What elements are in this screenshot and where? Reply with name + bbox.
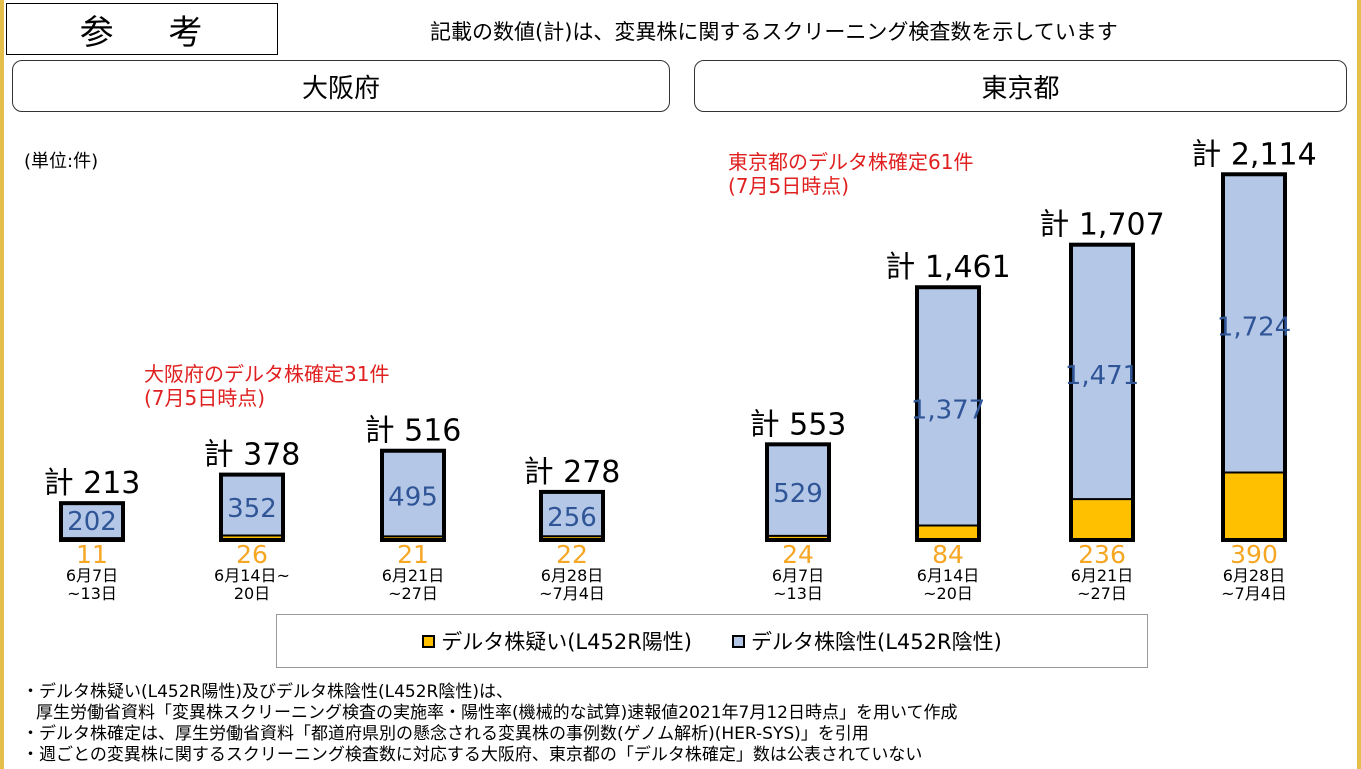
label-negative-osaka-4: 256 <box>547 503 597 533</box>
legend-swatch-negative <box>732 634 745 648</box>
bar-negative-osaka-1 <box>61 503 123 539</box>
category-label-tokyo-2-line2: ~20日 <box>923 584 973 603</box>
label-total-osaka-3: 計 516 <box>365 414 462 449</box>
bar-negative-osaka-2 <box>221 474 283 536</box>
label-positive-osaka-1: 11 <box>76 540 108 569</box>
label-positive-osaka-2: 26 <box>236 540 268 569</box>
legend-swatch-positive <box>422 634 436 648</box>
bar-outline-osaka-2 <box>219 472 285 542</box>
osaka-delta-annotation: 大阪府のデルタ株確定31件 (7月5日時点) <box>144 362 389 410</box>
bar-negative-tokyo-4 <box>1223 174 1285 473</box>
osaka-annotation-line2: (7月5日時点) <box>144 386 266 410</box>
tokyo-annotation-line1: 東京都のデルタ株確定61件 <box>728 150 974 174</box>
region-header-osaka: 大阪府 <box>12 60 670 112</box>
label-total-tokyo-2: 計 1,461 <box>885 250 1010 285</box>
label-positive-tokyo-3: 236 <box>1078 540 1126 569</box>
footnote-2: 厚生労働省資料「変異株スクリーニング検査の実施率・陽性率(機械的な試算)速報値2… <box>36 703 958 723</box>
category-label-osaka-2-line1: 6月14日~ <box>214 566 290 585</box>
footnote-1: ・デルタ株疑い(L452R陽性)及びデルタ株陰性(L452R陰性)は、 <box>22 682 513 702</box>
label-total-osaka-4: 計 278 <box>524 455 621 490</box>
label-positive-tokyo-4: 390 <box>1230 540 1278 569</box>
label-total-osaka-2: 計 378 <box>204 438 301 473</box>
tokyo-delta-annotation: 東京都のデルタ株確定61件 (7月5日時点) <box>728 150 973 198</box>
category-label-osaka-4-line1: 6月28日 <box>541 566 604 585</box>
label-total-tokyo-1: 計 553 <box>750 407 847 442</box>
label-negative-tokyo-1: 529 <box>773 479 823 509</box>
bar-positive-tokyo-1 <box>767 535 829 540</box>
category-label-osaka-2-line2: 20日 <box>234 584 270 603</box>
category-label-tokyo-4-line1: 6月28日 <box>1223 566 1286 585</box>
legend-item-positive: デルタ株疑い(L452R陽性) <box>422 626 692 656</box>
label-positive-tokyo-1: 24 <box>782 540 814 569</box>
legend-label-negative: デルタ株陰性(L452R陰性) <box>751 630 1002 654</box>
bar-negative-tokyo-1 <box>767 444 829 536</box>
reference-title: 参 考 <box>6 3 278 55</box>
label-negative-tokyo-3: 1,471 <box>1065 361 1139 391</box>
right-edge-stripe <box>1357 0 1361 769</box>
category-label-tokyo-3-line1: 6月21日 <box>1071 566 1134 585</box>
bar-outline-osaka-1 <box>59 501 125 542</box>
footnotes: ・デルタ株疑い(L452R陽性)及びデルタ株陰性(L452R陰性)は、 厚生労働… <box>22 682 957 766</box>
unit-label: (単位:件) <box>24 151 99 172</box>
footnote-3: ・デルタ株確定は、厚生労働省資料「都道府県別の懸念される変異株の事例数(ゲノム解… <box>22 724 869 744</box>
label-negative-tokyo-4: 1,724 <box>1217 312 1291 342</box>
label-negative-osaka-1: 202 <box>67 507 117 537</box>
bar-negative-tokyo-2 <box>917 287 979 526</box>
label-total-tokyo-4: 計 2,114 <box>1191 137 1316 172</box>
label-positive-osaka-4: 22 <box>556 540 588 569</box>
tokyo-annotation-line2: (7月5日時点) <box>728 174 850 198</box>
category-label-tokyo-1-line2: ~13日 <box>773 584 823 603</box>
footnote-4: ・週ごとの変異株に関するスクリーニング検査数に対応する大阪府、東京都の「デルタ株… <box>22 745 923 765</box>
category-label-osaka-3-line1: 6月21日 <box>382 566 445 585</box>
bar-outline-tokyo-2 <box>915 285 981 543</box>
label-total-osaka-1: 計 213 <box>44 466 141 501</box>
bar-negative-osaka-4 <box>541 491 603 537</box>
bar-negative-osaka-3 <box>382 450 444 537</box>
bar-outline-osaka-4 <box>539 489 605 543</box>
category-label-osaka-4-line2: ~7月4日 <box>539 584 605 603</box>
label-negative-osaka-2: 352 <box>227 494 277 524</box>
bar-outline-osaka-3 <box>380 448 446 542</box>
bar-positive-tokyo-4 <box>1223 472 1285 540</box>
label-negative-tokyo-2: 1,377 <box>911 395 985 425</box>
region-header-tokyo: 東京都 <box>694 60 1347 112</box>
legend-label-positive: デルタ株疑い(L452R陽性) <box>441 630 692 654</box>
osaka-annotation-line1: 大阪府のデルタ株確定31件 <box>144 362 390 386</box>
category-label-tokyo-4-line2: ~7月4日 <box>1221 584 1287 603</box>
bar-positive-osaka-2 <box>221 535 283 540</box>
bar-positive-tokyo-2 <box>917 525 979 540</box>
header-note: 記載の数値(計)は、変異株に関するスクリーニング検査数を示しています <box>430 20 1118 44</box>
bar-outline-tokyo-1 <box>765 442 831 542</box>
bar-outline-tokyo-3 <box>1069 242 1135 542</box>
category-label-osaka-1-line1: 6月7日 <box>66 566 118 585</box>
bar-negative-tokyo-3 <box>1071 244 1133 500</box>
label-negative-osaka-3: 495 <box>388 483 438 513</box>
category-label-tokyo-3-line2: ~27日 <box>1077 584 1127 603</box>
left-edge-stripe <box>0 0 4 769</box>
bar-positive-tokyo-3 <box>1071 499 1133 540</box>
label-positive-osaka-3: 21 <box>397 540 429 569</box>
label-total-tokyo-3: 計 1,707 <box>1039 208 1164 243</box>
bar-outline-tokyo-4 <box>1221 172 1287 542</box>
category-label-osaka-1-line2: ~13日 <box>67 584 117 603</box>
legend-item-negative: デルタ株陰性(L452R陰性) <box>732 626 1002 656</box>
category-label-tokyo-1-line1: 6月7日 <box>772 566 824 585</box>
category-label-tokyo-2-line1: 6月14日 <box>917 566 980 585</box>
label-positive-tokyo-2: 84 <box>932 540 964 569</box>
category-label-osaka-3-line2: ~27日 <box>388 584 438 603</box>
chart-legend: デルタ株疑い(L452R陽性) デルタ株陰性(L452R陰性) <box>276 614 1148 668</box>
